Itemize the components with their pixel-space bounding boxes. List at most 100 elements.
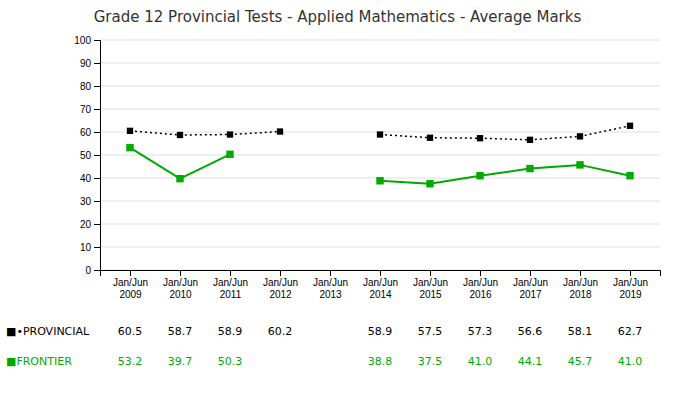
- grid-line: [100, 109, 660, 110]
- tick-mark: [430, 270, 431, 276]
- marker: [427, 135, 433, 141]
- axis-line: [101, 271, 661, 277]
- marker: [527, 137, 533, 143]
- tick-mark: [280, 270, 281, 276]
- tick: Jan/Jun2012: [263, 270, 298, 300]
- tick-label: 40: [80, 173, 92, 184]
- data-label: 58.9: [218, 325, 243, 338]
- tick-label: Jan/Jun2014: [363, 277, 398, 300]
- tick-mark: [94, 178, 100, 179]
- y-axis: 0102030405060708090100: [74, 35, 100, 276]
- tick-mark: [180, 270, 181, 276]
- data-label: 57.3: [468, 325, 493, 338]
- grid-line: [100, 86, 660, 87]
- tick-label: 30: [80, 196, 92, 207]
- tick-label: Jan/Jun2010: [163, 277, 198, 300]
- data-label: 44.1: [518, 355, 543, 368]
- tick-mark: [380, 270, 381, 276]
- marker: [126, 144, 133, 151]
- marker: [626, 172, 633, 179]
- tick: 70: [80, 104, 100, 115]
- tick: 10: [80, 242, 100, 253]
- tick: Jan/Jun2015: [413, 270, 448, 300]
- title: Grade 12 Provincial Tests - Applied Math…: [94, 8, 582, 26]
- marker: [226, 151, 233, 158]
- data-label: 58.7: [168, 325, 193, 338]
- tick-label: 0: [85, 265, 91, 276]
- axis-line: [94, 41, 101, 271]
- tick-mark: [530, 270, 531, 276]
- tick: 40: [80, 173, 100, 184]
- tick-mark: [630, 270, 631, 276]
- data-label: 53.2: [118, 355, 143, 368]
- marker: [627, 123, 633, 129]
- data-label: 60.2: [268, 325, 293, 338]
- marks: [126, 123, 633, 188]
- tick-label: Jan/Jun2013: [313, 277, 348, 300]
- tick: Jan/Jun2016: [463, 270, 498, 300]
- tick: 0: [85, 265, 100, 276]
- marker: [277, 128, 283, 134]
- marker: [376, 177, 383, 184]
- tick-label: Jan/Jun2011: [213, 277, 248, 300]
- tick-label: Jan/Jun2015: [413, 277, 448, 300]
- tick-mark: [230, 270, 231, 276]
- row-label: ■•PROVINCIAL: [6, 325, 90, 338]
- marker: [576, 161, 583, 168]
- chart: Grade 12 Provincial Tests - Applied Math…: [0, 0, 675, 409]
- grid-line: [100, 201, 660, 202]
- tick-mark: [480, 270, 481, 276]
- data-label: 62.7: [618, 325, 643, 338]
- tick-mark: [94, 270, 100, 271]
- tick: Jan/Jun2014: [363, 270, 398, 300]
- marker: [526, 165, 533, 172]
- tick: Jan/Jun2009: [113, 270, 148, 300]
- tick-mark: [94, 40, 100, 41]
- tick: Jan/Jun2013: [313, 270, 348, 300]
- tick: 90: [80, 58, 100, 69]
- tick: Jan/Jun2011: [213, 270, 248, 300]
- tick: Jan/Jun2017: [513, 270, 548, 300]
- tick: Jan/Jun2019: [613, 270, 648, 300]
- tick: Jan/Jun2018: [563, 270, 598, 300]
- tick: Jan/Jun2010: [163, 270, 198, 300]
- row-label: ■FRONTIER: [6, 355, 72, 368]
- tick-label: Jan/Jun2012: [263, 277, 298, 300]
- data-label: 39.7: [168, 355, 193, 368]
- tick-mark: [130, 270, 131, 276]
- tick-label: Jan/Jun2016: [463, 277, 498, 300]
- tick-label: 50: [80, 150, 92, 161]
- marker: [127, 128, 133, 134]
- tick-mark: [94, 201, 100, 202]
- tick-label: Jan/Jun2009: [113, 277, 148, 300]
- data-label: 37.5: [418, 355, 443, 368]
- marker: [477, 135, 483, 141]
- tick-label: Jan/Jun2018: [563, 277, 598, 300]
- data-label: 41.0: [618, 355, 643, 368]
- data-label: 41.0: [468, 355, 493, 368]
- plot: 0102030405060708090100Jan/Jun2009Jan/Jun…: [74, 35, 660, 300]
- tick-label: 70: [80, 104, 92, 115]
- tick-label: Jan/Jun2019: [613, 277, 648, 300]
- tick-label: 90: [80, 58, 92, 69]
- tick-mark: [94, 63, 100, 64]
- grid-line: [100, 155, 660, 156]
- data-label: 57.5: [418, 325, 443, 338]
- tick-mark: [94, 132, 100, 133]
- data-label: 45.7: [568, 355, 593, 368]
- line: [130, 126, 630, 140]
- value-table: ■•PROVINCIAL60.558.758.960.258.957.557.3…: [6, 325, 642, 368]
- tick-label: 20: [80, 219, 92, 230]
- tick-label: 10: [80, 242, 92, 253]
- tick-mark: [94, 224, 100, 225]
- grid: [100, 40, 660, 270]
- data-label: 38.8: [368, 355, 393, 368]
- marker: [177, 132, 183, 138]
- tick-label: 60: [80, 127, 92, 138]
- tick-mark: [94, 86, 100, 87]
- tick: 60: [80, 127, 100, 138]
- data-label: 60.5: [118, 325, 143, 338]
- tick-label: 100: [74, 35, 91, 46]
- grid-line: [100, 40, 660, 41]
- data-label: 50.3: [218, 355, 243, 368]
